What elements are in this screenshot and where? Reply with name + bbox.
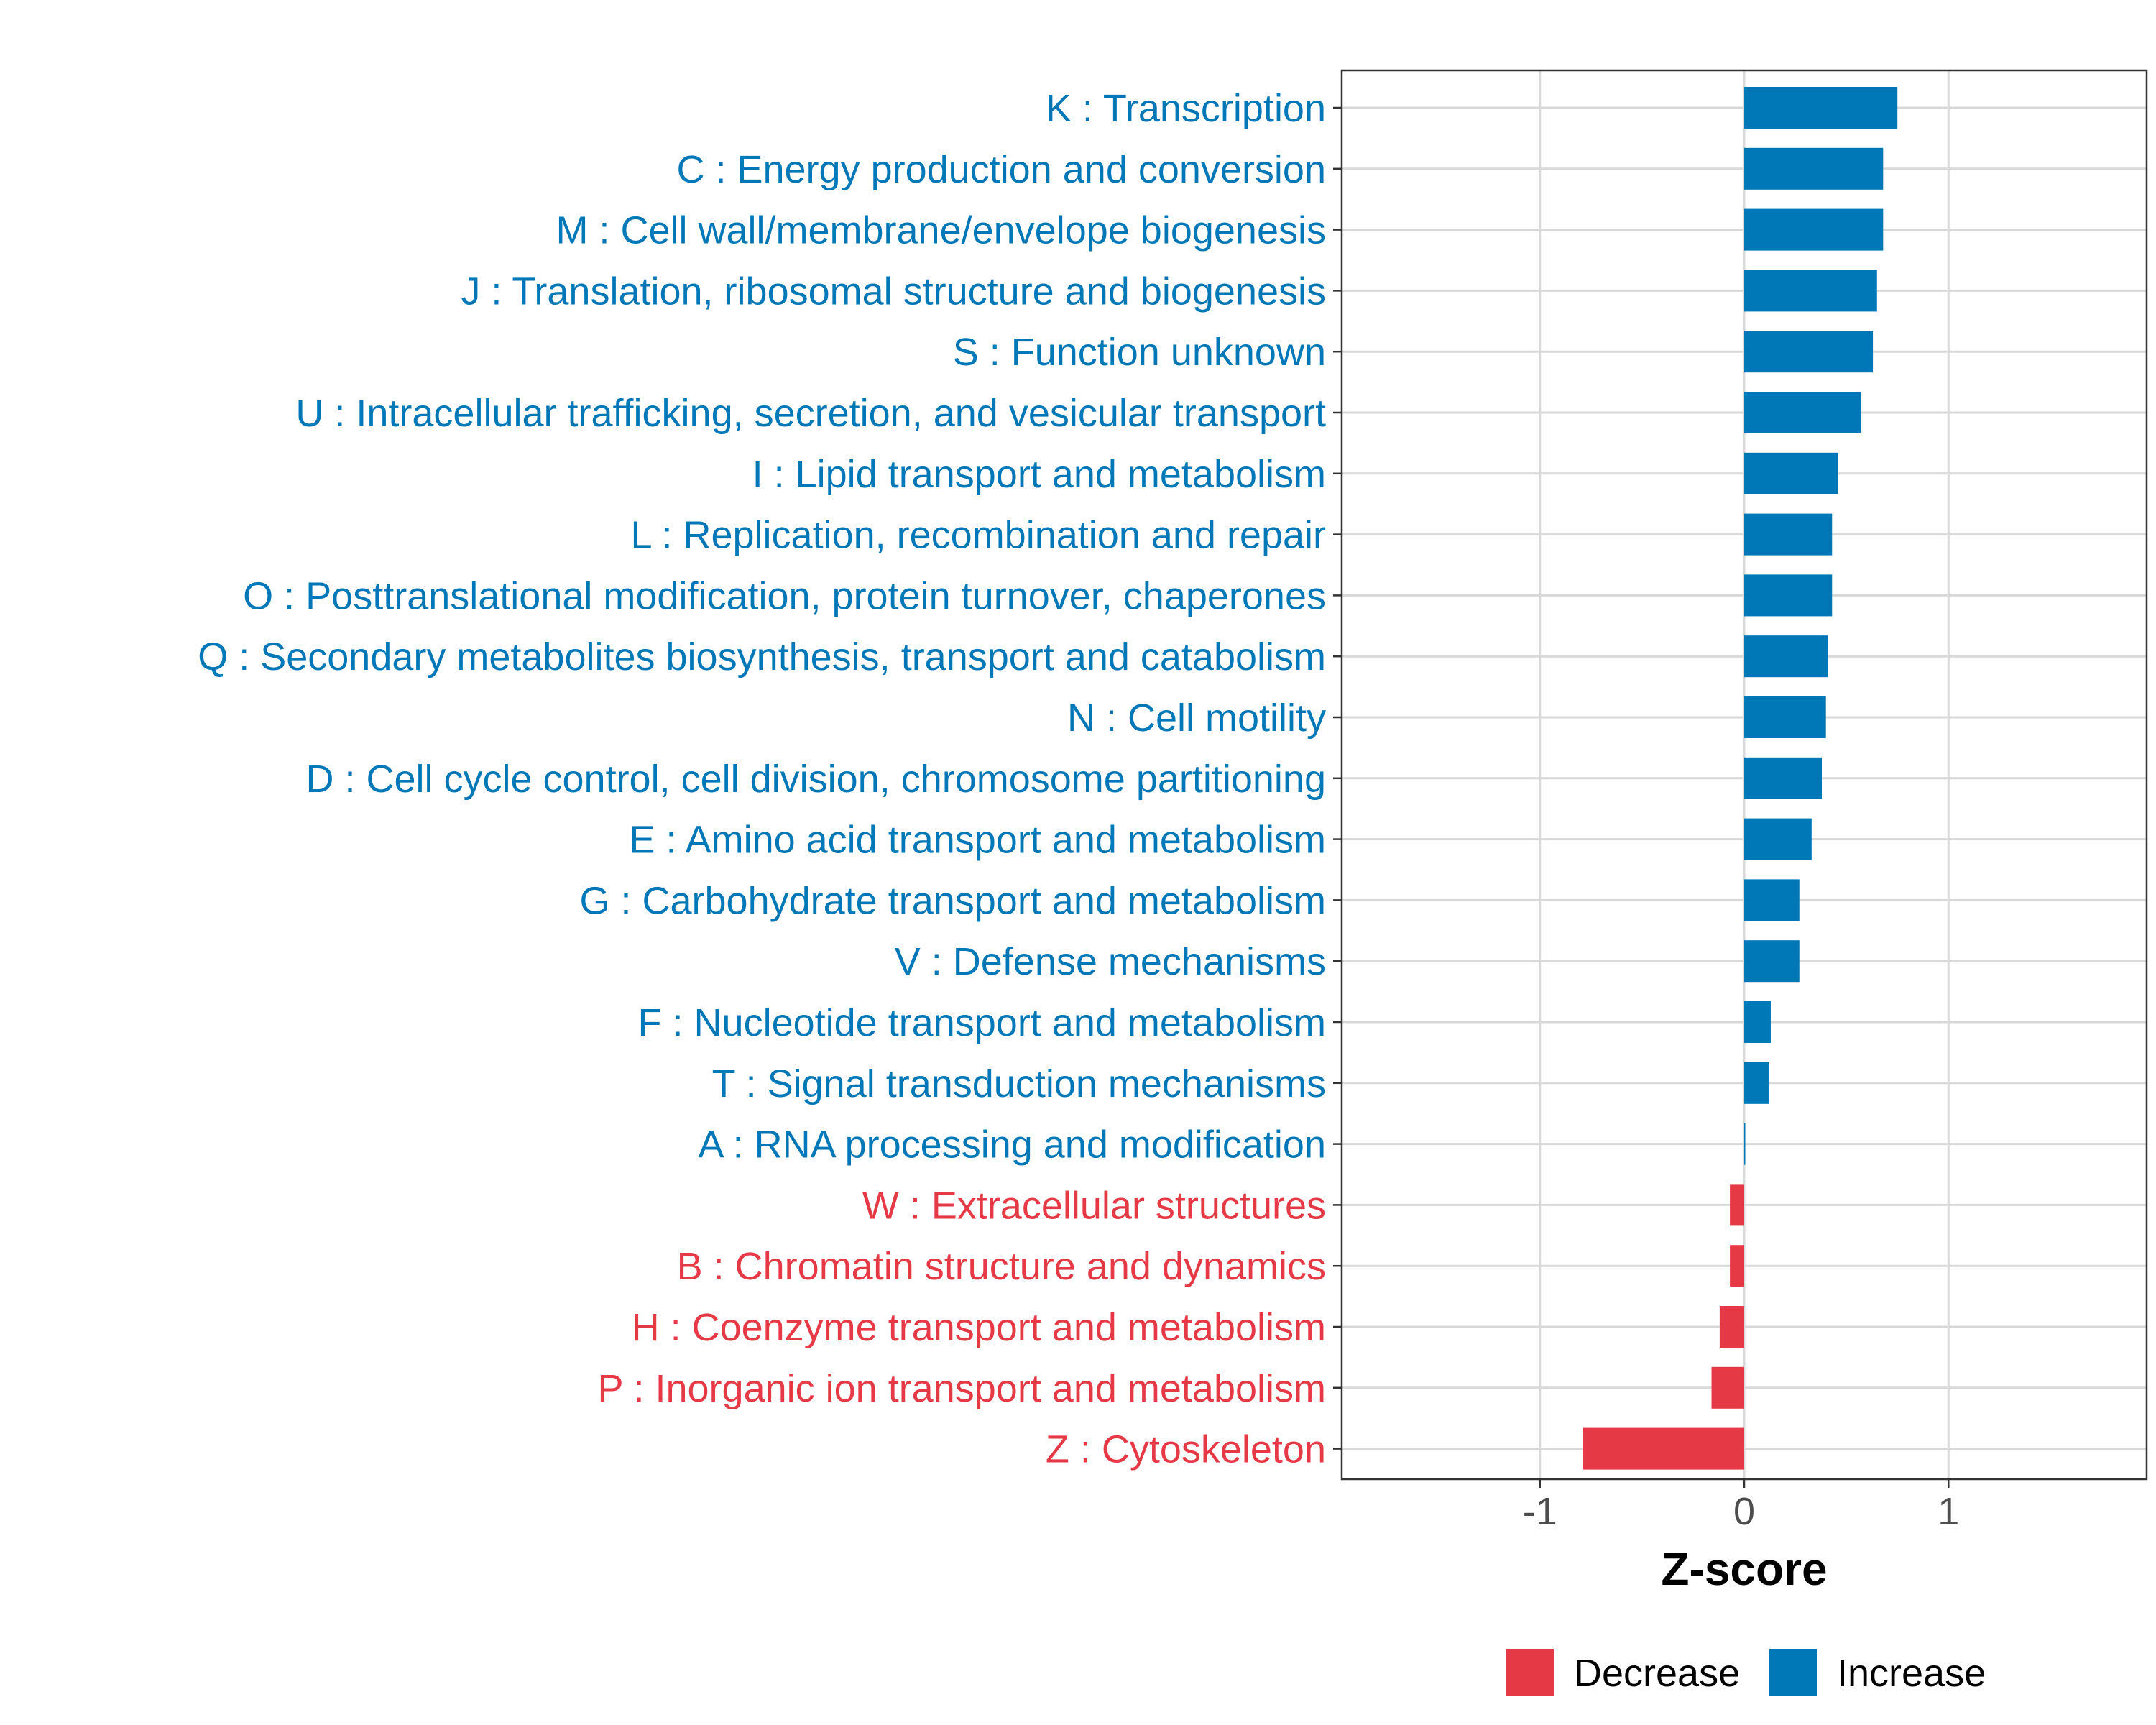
bar-15 (1744, 1001, 1771, 1043)
y-tick-label-14: V : Defense mechanisms (895, 940, 1326, 983)
y-tick-label-6: I : Lipid transport and metabolism (752, 453, 1326, 496)
x-tick-label-1: 0 (1733, 1490, 1755, 1533)
bar-0 (1744, 87, 1898, 129)
bar-3 (1744, 270, 1877, 312)
bar-18 (1730, 1184, 1744, 1226)
y-axis-labels: K : Transcription C : Energy production a… (198, 87, 1326, 1471)
bar-7 (1744, 513, 1833, 556)
bar-21 (1711, 1366, 1744, 1409)
y-tick-label-18: W : Extracellular structures (862, 1184, 1326, 1227)
bar-19 (1730, 1245, 1744, 1287)
x-axis-ticks: -1 0 1 (1523, 1479, 1959, 1533)
legend-swatch-increase (1769, 1649, 1817, 1696)
bar-13 (1744, 879, 1800, 921)
y-tick-label-22: Z : Cytoskeleton (1046, 1428, 1326, 1471)
legend-label-increase: Increase (1837, 1652, 1986, 1695)
bar-17 (1744, 1123, 1746, 1165)
y-tick-label-2: M : Cell wall/membrane/envelope biogenes… (556, 209, 1326, 252)
bar-6 (1744, 452, 1838, 494)
y-tick-label-20: H : Coenzyme transport and metabolism (632, 1306, 1326, 1349)
bar-8 (1744, 574, 1833, 617)
bar-11 (1744, 757, 1823, 799)
y-tick-label-5: U : Intracellular trafficking, secretion… (295, 392, 1326, 435)
bars (1583, 87, 1898, 1470)
bar-10 (1744, 696, 1826, 738)
bar-5 (1744, 392, 1861, 433)
y-tick-label-12: E : Amino acid transport and metabolism (630, 819, 1326, 862)
bar-12 (1744, 818, 1812, 860)
bar-14 (1744, 940, 1800, 983)
y-tick-label-1: C : Energy production and conversion (676, 148, 1326, 191)
y-tick-label-3: J : Translation, ribosomal structure and… (461, 270, 1326, 313)
bar-16 (1744, 1062, 1769, 1104)
legend: Decrease Increase (1506, 1649, 1986, 1696)
legend-swatch-decrease (1506, 1649, 1554, 1696)
x-axis-title: Z-score (1661, 1543, 1827, 1595)
y-tick-label-16: T : Signal transduction mechanisms (712, 1062, 1326, 1105)
y-tick-label-9: Q : Secondary metabolites biosynthesis, … (198, 635, 1326, 678)
bar-22 (1583, 1427, 1744, 1470)
legend-label-decrease: Decrease (1574, 1652, 1740, 1695)
y-tick-label-13: G : Carbohydrate transport and metabolis… (580, 879, 1327, 922)
y-tick-label-11: D : Cell cycle control, cell division, c… (305, 758, 1326, 801)
y-tick-label-0: K : Transcription (1046, 87, 1326, 130)
bar-20 (1719, 1306, 1744, 1348)
y-tick-label-8: O : Posttranslational modification, prot… (243, 574, 1326, 617)
x-tick-label-0: -1 (1523, 1490, 1557, 1533)
y-tick-label-21: P : Inorganic ion transport and metaboli… (597, 1367, 1326, 1410)
y-tick-label-7: L : Replication, recombination and repai… (630, 514, 1326, 557)
bar-4 (1744, 331, 1874, 373)
y-tick-label-19: B : Chromatin structure and dynamics (677, 1245, 1326, 1288)
bar-9 (1744, 635, 1828, 678)
y-tick-label-10: N : Cell motility (1067, 696, 1326, 740)
y-tick-label-17: A : RNA processing and modification (699, 1123, 1326, 1167)
bar-2 (1744, 208, 1884, 251)
y-tick-label-4: S : Function unknown (953, 331, 1326, 374)
bar-1 (1744, 147, 1884, 190)
y-tick-label-15: F : Nucleotide transport and metabolism (638, 1001, 1326, 1044)
y-axis-ticks (1333, 106, 1342, 1450)
x-tick-label-2: 1 (1938, 1490, 1959, 1533)
